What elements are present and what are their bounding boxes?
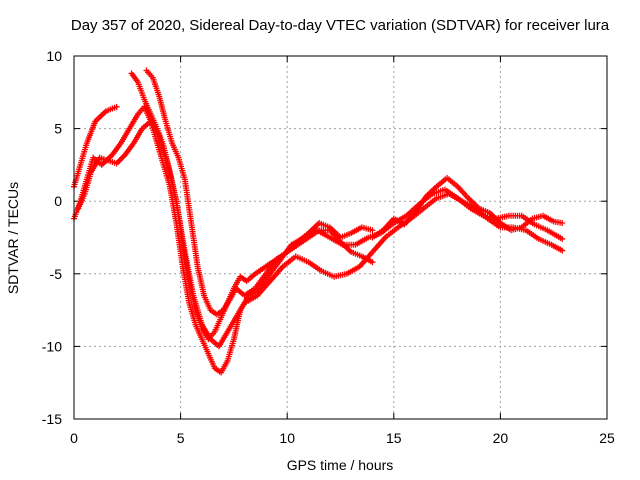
plot-frame [73, 55, 608, 420]
x-tick-label: 0 [70, 430, 78, 446]
data-series [71, 67, 566, 376]
data-point [369, 227, 376, 234]
y-tick-label: -10 [42, 338, 62, 354]
data-point [559, 219, 566, 226]
y-axis-label: SDTVAR / TECUs [5, 182, 21, 294]
x-tick-label: 20 [493, 430, 509, 446]
x-tick-label: 10 [279, 430, 295, 446]
y-tick-label: -15 [42, 411, 62, 427]
series-track-6 [369, 174, 566, 241]
series-track-1 [71, 103, 120, 190]
x-axis-label: GPS time / hours [287, 457, 394, 473]
chart-title: Day 357 of 2020, Sidereal Day-to-day VTE… [71, 17, 610, 34]
y-tick-label: 0 [54, 193, 62, 209]
x-tick-label: 5 [177, 430, 185, 446]
x-tick-label: 25 [599, 430, 615, 446]
series-track-2 [71, 103, 566, 376]
data-point [113, 103, 120, 110]
ticks: 0 5 10 15 20 25 -15 -10 -5 0 5 10 [42, 48, 615, 446]
data-point [559, 235, 566, 242]
y-tick-label: 10 [46, 48, 62, 64]
x-tick-label: 15 [386, 430, 402, 446]
y-tick-label: 5 [54, 121, 62, 137]
y-tick-label: -5 [50, 266, 63, 282]
series-track-5 [143, 67, 376, 318]
data-point [369, 259, 376, 266]
series-track-4 [128, 70, 376, 343]
data-point [559, 247, 566, 254]
